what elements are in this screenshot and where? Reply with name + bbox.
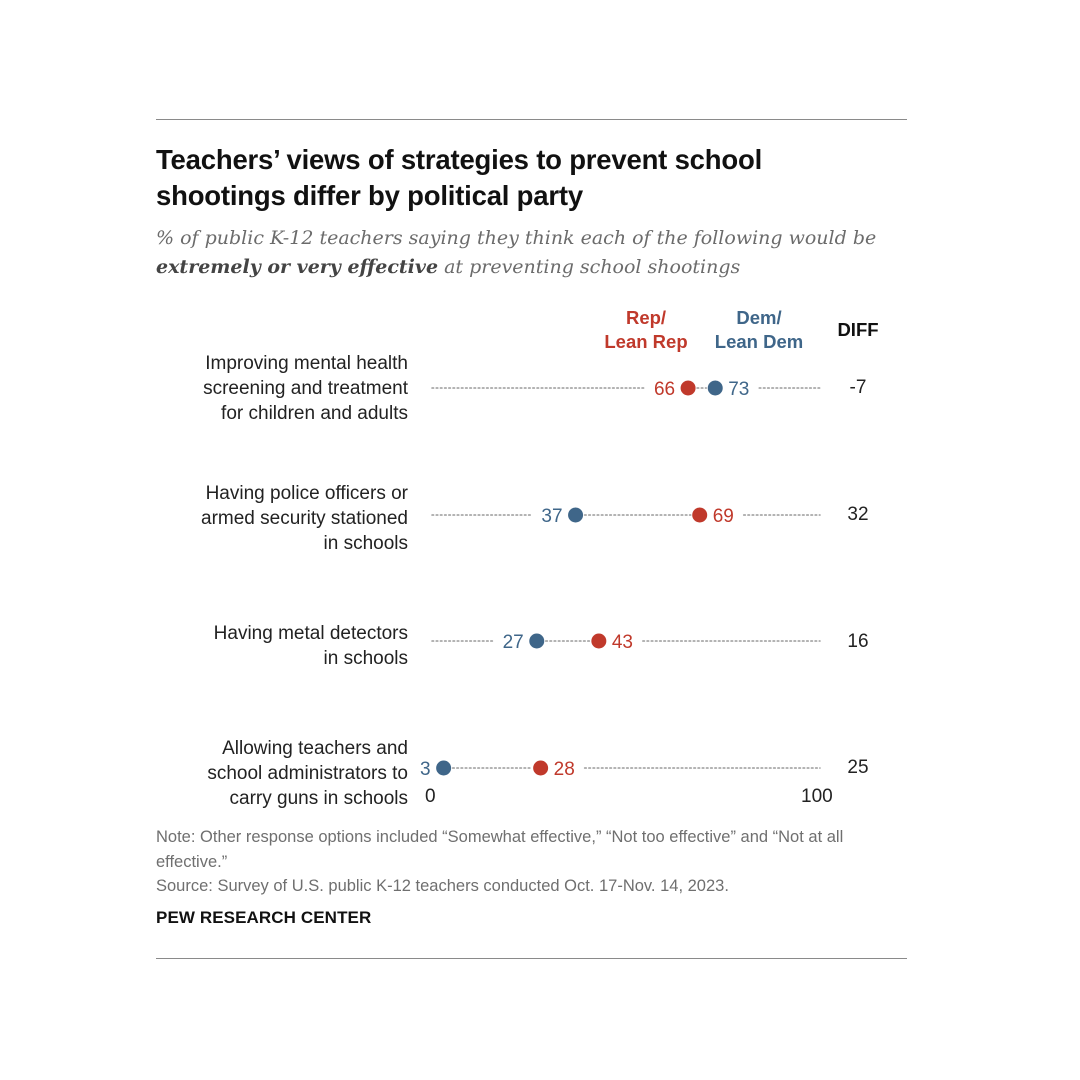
x-tick-label-100: 100 [801,786,833,807]
dem-value-label-0: 73 [728,379,749,400]
dem-dot-0 [707,380,723,396]
footnote: Note: Other response options included “S… [156,828,844,871]
subtitle-part2: at preventing school shootings [438,256,741,278]
legend-dem-header: Dem/ Lean Dem [714,307,804,352]
rep-value-label-0: 66 [654,379,675,400]
brand-logo-text: PEW RESEARCH CENTER [156,908,372,927]
top-rule [156,119,907,120]
diff-value-mental-health: -7 [849,377,867,398]
diff-value-metal-detectors: 16 [847,631,869,652]
diff-header: DIFF [837,319,879,340]
row-label-police: Having police officers or armed security… [201,483,408,554]
row-label-carry-guns: Allowing teachers and school administrat… [207,738,408,809]
rep-value-label-1: 69 [713,506,734,527]
rep-dot-2 [591,633,607,649]
source-note: Source: Survey of U.S. public K-12 teach… [156,877,729,895]
rep-dot-1 [692,507,708,523]
bottom-rule [156,958,907,959]
chart-subtitle: % of public K-12 teachers saying they th… [156,224,916,282]
dem-value-label-2: 27 [503,632,524,653]
chart-title: Teachers’ views of strategies to prevent… [156,144,763,211]
dem-dot-1 [568,507,584,523]
subtitle-emphasis: extremely or very effective [156,256,439,278]
dem-value-label-1: 37 [541,506,562,527]
rep-dot-3 [533,760,549,776]
rep-value-label-2: 43 [612,632,633,653]
diff-value-police: 32 [847,504,869,525]
diff-value-carry-guns: 25 [847,757,869,778]
row-label-metal-detectors: Having metal detectors in schools [213,623,408,669]
dem-value-label-3: 3 [420,759,431,780]
subtitle-part1: % of public K-12 teachers saying they th… [156,227,877,249]
rep-dot-0 [680,380,696,396]
legend-rep-header: Rep/ Lean Rep [604,307,688,352]
row-label-mental-health: Improving mental health screening and tr… [203,353,408,424]
dem-dot-2 [529,633,545,649]
rep-value-label-3: 28 [554,759,575,780]
x-tick-label-0: 0 [425,786,436,807]
dem-dot-3 [436,760,452,776]
